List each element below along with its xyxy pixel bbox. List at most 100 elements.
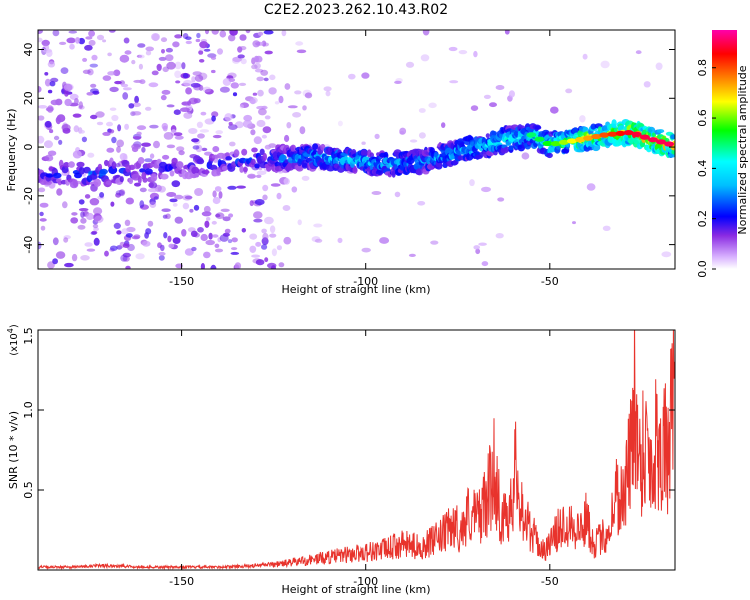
spectrogram-noise-cell [156, 63, 162, 72]
spectrogram-noise-cell [579, 115, 586, 123]
spectrogram-noise-cell [124, 219, 131, 226]
spectrogram-noise-cell [147, 188, 158, 193]
spectrogram-noise-cell [122, 92, 129, 100]
spectrogram-noise-cell [430, 240, 439, 245]
spectrogram-noise-cell [448, 46, 458, 52]
spectrogram-noise-cell [90, 83, 97, 88]
spectrogram-panel: -150 -100 -50 -40 -20 0 20 40 Height of straigh… [5, 29, 676, 296]
spectrogram-noise-cell [227, 239, 233, 244]
spectrogram-core-cell [607, 131, 618, 137]
spectrogram-noise-cell [214, 248, 224, 253]
spectrogram-noise-cell [89, 198, 100, 206]
spectrogram-noise-cell [90, 88, 99, 94]
spectrogram-noise-cell [173, 132, 183, 137]
spectrogram-noise-cell [210, 56, 217, 60]
spectrogram-noise-cell [161, 89, 171, 95]
spectrogram-noise-cell [239, 104, 244, 109]
spectrogram-noise-cell [475, 248, 481, 255]
spectrogram-noise-cell [199, 129, 210, 133]
spectrogram-noise-cell [210, 264, 217, 269]
spectrogram-noise-cell [283, 236, 292, 245]
spectrogram-noise-cell [149, 124, 159, 129]
spectrogram-noise-cell [219, 86, 230, 93]
spectrogram-noise-cell [144, 158, 153, 163]
spectrogram-ridge-cell [191, 166, 200, 175]
spectrogram-noise-cell [72, 150, 82, 159]
spectrogram-noise-cell [263, 30, 274, 35]
spectrogram-noise-cell [86, 212, 94, 221]
spectrogram-ridge-cell [93, 178, 102, 187]
spectrogram-noise-cell [78, 208, 89, 212]
spectrogram-noise-cell [172, 203, 178, 207]
spectrogram-ridge-cell [491, 131, 498, 136]
spectrogram-noise-cell [215, 213, 221, 218]
spectrogram-noise-cell [405, 61, 415, 68]
spectrogram-noise-cell [84, 194, 91, 199]
x-tick-label: -100 [353, 575, 378, 588]
spectrogram-noise-cell [171, 180, 181, 188]
spectrogram-noise-cell [228, 124, 238, 130]
spectrogram-noise-cell [194, 74, 204, 82]
spectrogram-noise-cell [179, 107, 190, 112]
spectrogram-noise-cell [240, 58, 247, 65]
spectrogram-noise-cell [236, 185, 247, 189]
spectrogram-noise-cell [249, 233, 258, 240]
spectrogram-noise-cell [44, 72, 49, 76]
spectrogram-noise-cell [73, 125, 80, 133]
spectrogram-noise-cell [224, 113, 233, 122]
spectrogram-noise-cell [62, 201, 68, 209]
spectrogram-noise-cell [113, 69, 121, 77]
spectrogram-noise-cell [158, 251, 166, 256]
spectrogram-noise-cell [282, 205, 291, 211]
spectrogram-noise-cell [203, 251, 211, 259]
spectrogram-ridge-cell [63, 162, 70, 168]
spectrogram-x-label: Height of straight line (km) [281, 283, 430, 296]
spectrogram-noise-cell [138, 63, 143, 70]
spectrogram-noise-cell [181, 62, 186, 70]
spectrogram-noise-cell [201, 147, 208, 152]
spectrogram-noise-cell [80, 254, 90, 261]
spectrogram-noise-cell [299, 126, 306, 135]
spectrogram-noise-cell [44, 140, 53, 149]
y-tick-label: 20 [22, 91, 35, 105]
spectrogram-noise-cell [337, 237, 343, 244]
spectrogram-noise-cell [399, 127, 407, 135]
spectrogram-noise-cell [264, 144, 272, 150]
spectrogram-noise-cell [38, 241, 42, 250]
spectrogram-noise-cell [131, 111, 142, 116]
y-tick-label: 1.5 [22, 327, 35, 345]
spectrogram-noise-cell [220, 208, 230, 212]
spectrogram-noise-cell [268, 87, 277, 95]
spectrogram-noise-cell [64, 98, 72, 107]
spectrogram-noise-cell [218, 191, 223, 199]
spectrogram-ridge-cell [508, 145, 514, 151]
spectrogram-noise-cell [394, 191, 401, 198]
spectrogram-noise-cell [550, 106, 559, 114]
spectrogram-core-cell [664, 141, 675, 147]
spectrogram-core-cell [647, 137, 658, 143]
spectrogram-noise-cell [125, 265, 131, 269]
spectrogram-noise-cell [193, 204, 200, 211]
spectrogram-noise-cell [137, 43, 146, 48]
spectrogram-noise-cell [211, 30, 219, 35]
spectrogram-noise-cell [211, 220, 217, 225]
spectrogram-noise-cell [110, 201, 115, 207]
spectrogram-ridge-cell [169, 170, 175, 177]
spectrogram-noise-cell [232, 57, 241, 64]
spectrogram-noise-cell [39, 202, 49, 208]
spectrogram-noise-cell [59, 41, 67, 46]
spectrogram-noise-cell [149, 201, 157, 208]
spectrogram-noise-cell [38, 135, 45, 144]
spectrogram-noise-cell [212, 196, 221, 205]
spectrogram-noise-cell [394, 80, 402, 84]
spectrogram-noise-cell [257, 89, 264, 97]
spectrogram-core-cell [550, 141, 561, 147]
spectrogram-noise-cell [145, 50, 152, 56]
spectrogram-noise-cell [256, 119, 266, 128]
spectrogram-noise-cell [153, 196, 159, 200]
spectrogram-noise-cell [75, 37, 80, 44]
spectrogram-noise-cell [284, 83, 291, 90]
spectrogram-noise-cell [172, 41, 180, 48]
spectrogram-noise-cell [115, 190, 125, 196]
spectrogram-noise-cell [93, 227, 99, 232]
